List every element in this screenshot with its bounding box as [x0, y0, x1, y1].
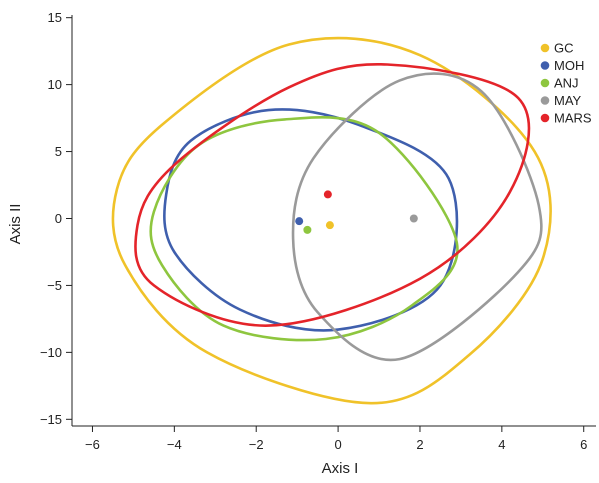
ellipse-may: [291, 72, 543, 362]
x-tick-label: −4: [167, 437, 182, 452]
x-tick-label: 2: [416, 437, 423, 452]
y-tick-label: 10: [48, 77, 62, 92]
y-tick-label: −10: [40, 345, 62, 360]
legend-marker-may: [540, 96, 550, 105]
legend-label-moh: MOH: [554, 58, 584, 73]
ellipse-mars: [134, 62, 531, 327]
y-tick-label: −5: [47, 278, 62, 293]
x-axis-title: Axis I: [322, 460, 359, 477]
legend-label-mars: MARS: [554, 111, 592, 126]
legend-marker-gc: [540, 43, 550, 53]
x-axis: −6 −4 −2 0 2 4 6: [72, 425, 596, 452]
ellipse-gc: [111, 36, 552, 405]
centroid-anj: [303, 225, 312, 234]
centroid-mars: [323, 190, 332, 199]
centroid-gc: [325, 221, 334, 230]
centroid-may: [409, 214, 418, 223]
legend-label-gc: GC: [554, 41, 574, 56]
y-axis-title: Axis II: [7, 204, 24, 245]
legend: GC MOH ANJ MAY MARS: [540, 41, 592, 126]
legend-marker-mars: [540, 113, 550, 123]
confidence-ellipses: [111, 36, 552, 405]
x-tick-label: −6: [85, 437, 100, 452]
y-tick-label: 0: [55, 211, 62, 226]
legend-marker-moh: [540, 61, 550, 70]
legend-label-anj: ANJ: [554, 76, 579, 91]
y-tick-label: −15: [40, 412, 62, 427]
x-tick-label: 6: [580, 437, 587, 452]
centroid-moh: [295, 217, 304, 226]
legend-label-may: MAY: [554, 93, 582, 108]
y-tick-label: 5: [55, 144, 62, 159]
x-tick-label: 4: [498, 437, 505, 452]
x-tick-label: −2: [249, 437, 264, 452]
y-tick-label: 15: [48, 10, 62, 25]
x-tick-label: 0: [334, 437, 341, 452]
legend-marker-anj: [540, 78, 550, 88]
centroid-points: [295, 190, 418, 234]
y-axis: −15 −10 −5 0 5 10 15: [40, 10, 73, 427]
